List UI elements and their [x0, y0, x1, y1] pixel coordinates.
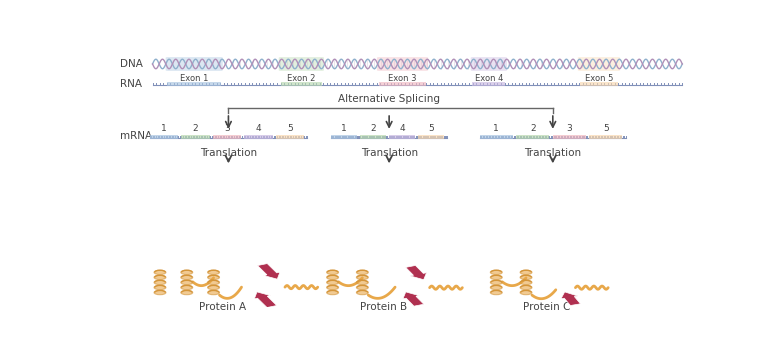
Text: 5: 5: [429, 124, 434, 132]
Text: 3: 3: [224, 124, 230, 132]
FancyBboxPatch shape: [578, 57, 620, 71]
FancyBboxPatch shape: [471, 57, 507, 71]
Text: RNA: RNA: [120, 79, 142, 89]
Text: Protein B: Protein B: [359, 302, 407, 312]
Bar: [418, 135, 444, 139]
Ellipse shape: [180, 290, 193, 295]
Ellipse shape: [154, 290, 166, 295]
Ellipse shape: [490, 285, 502, 290]
Ellipse shape: [180, 285, 193, 290]
Ellipse shape: [520, 275, 532, 279]
Text: Translation: Translation: [525, 148, 581, 158]
FancyBboxPatch shape: [166, 57, 223, 71]
Ellipse shape: [490, 270, 502, 275]
Text: 5: 5: [287, 124, 293, 132]
FancyArrow shape: [257, 264, 280, 279]
Ellipse shape: [490, 280, 502, 285]
Bar: [480, 135, 513, 139]
FancyArrow shape: [561, 292, 581, 306]
Ellipse shape: [154, 270, 166, 275]
Text: 1: 1: [161, 124, 167, 132]
Text: 1: 1: [493, 124, 499, 132]
Ellipse shape: [356, 275, 369, 279]
Ellipse shape: [154, 285, 166, 290]
Text: 2: 2: [193, 124, 198, 132]
Bar: [516, 135, 549, 139]
Bar: [244, 135, 273, 139]
Ellipse shape: [326, 275, 339, 279]
Bar: [472, 82, 505, 86]
Bar: [150, 135, 178, 139]
Ellipse shape: [490, 290, 502, 295]
Ellipse shape: [207, 270, 220, 275]
Bar: [181, 135, 210, 139]
Bar: [331, 135, 357, 139]
Ellipse shape: [520, 270, 532, 275]
Ellipse shape: [180, 275, 193, 279]
Text: mRNA: mRNA: [120, 131, 152, 141]
Text: Protein A: Protein A: [199, 302, 246, 312]
Bar: [580, 82, 618, 86]
FancyArrow shape: [254, 292, 276, 307]
Ellipse shape: [207, 290, 220, 295]
Ellipse shape: [356, 285, 369, 290]
Ellipse shape: [180, 280, 193, 285]
Text: 1: 1: [341, 124, 347, 132]
Text: Exon 1: Exon 1: [180, 73, 208, 82]
Ellipse shape: [180, 270, 193, 275]
Text: Exon 2: Exon 2: [287, 73, 316, 82]
Text: 2: 2: [530, 124, 535, 132]
FancyArrow shape: [403, 292, 424, 306]
Text: 2: 2: [370, 124, 376, 132]
Ellipse shape: [356, 270, 369, 275]
Bar: [167, 82, 221, 86]
Bar: [213, 135, 241, 139]
Ellipse shape: [520, 290, 532, 295]
Text: Protein C: Protein C: [523, 302, 571, 312]
Ellipse shape: [207, 285, 220, 290]
Text: DNA: DNA: [120, 59, 143, 69]
Text: 3: 3: [566, 124, 572, 132]
Ellipse shape: [154, 280, 166, 285]
Ellipse shape: [490, 275, 502, 279]
Ellipse shape: [356, 290, 369, 295]
Ellipse shape: [326, 270, 339, 275]
Ellipse shape: [356, 280, 369, 285]
Bar: [280, 82, 322, 86]
Text: 5: 5: [603, 124, 608, 132]
Bar: [379, 82, 426, 86]
Text: Translation: Translation: [360, 148, 418, 158]
Bar: [389, 135, 415, 139]
Ellipse shape: [326, 280, 339, 285]
Text: Exon 3: Exon 3: [389, 73, 417, 82]
Text: Exon 4: Exon 4: [475, 73, 503, 82]
Ellipse shape: [154, 275, 166, 279]
Ellipse shape: [326, 285, 339, 290]
Ellipse shape: [520, 280, 532, 285]
Text: 4: 4: [256, 124, 261, 132]
Text: 4: 4: [399, 124, 405, 132]
Bar: [553, 135, 586, 139]
FancyBboxPatch shape: [279, 57, 324, 71]
Bar: [589, 135, 622, 139]
Ellipse shape: [326, 290, 339, 295]
Text: Alternative Splicing: Alternative Splicing: [338, 93, 440, 104]
FancyArrow shape: [406, 265, 426, 280]
Bar: [276, 135, 304, 139]
FancyBboxPatch shape: [377, 57, 428, 71]
Ellipse shape: [520, 285, 532, 290]
Bar: [360, 135, 386, 139]
Text: Translation: Translation: [200, 148, 257, 158]
Ellipse shape: [207, 275, 220, 279]
Text: Exon 5: Exon 5: [584, 73, 613, 82]
Ellipse shape: [207, 280, 220, 285]
